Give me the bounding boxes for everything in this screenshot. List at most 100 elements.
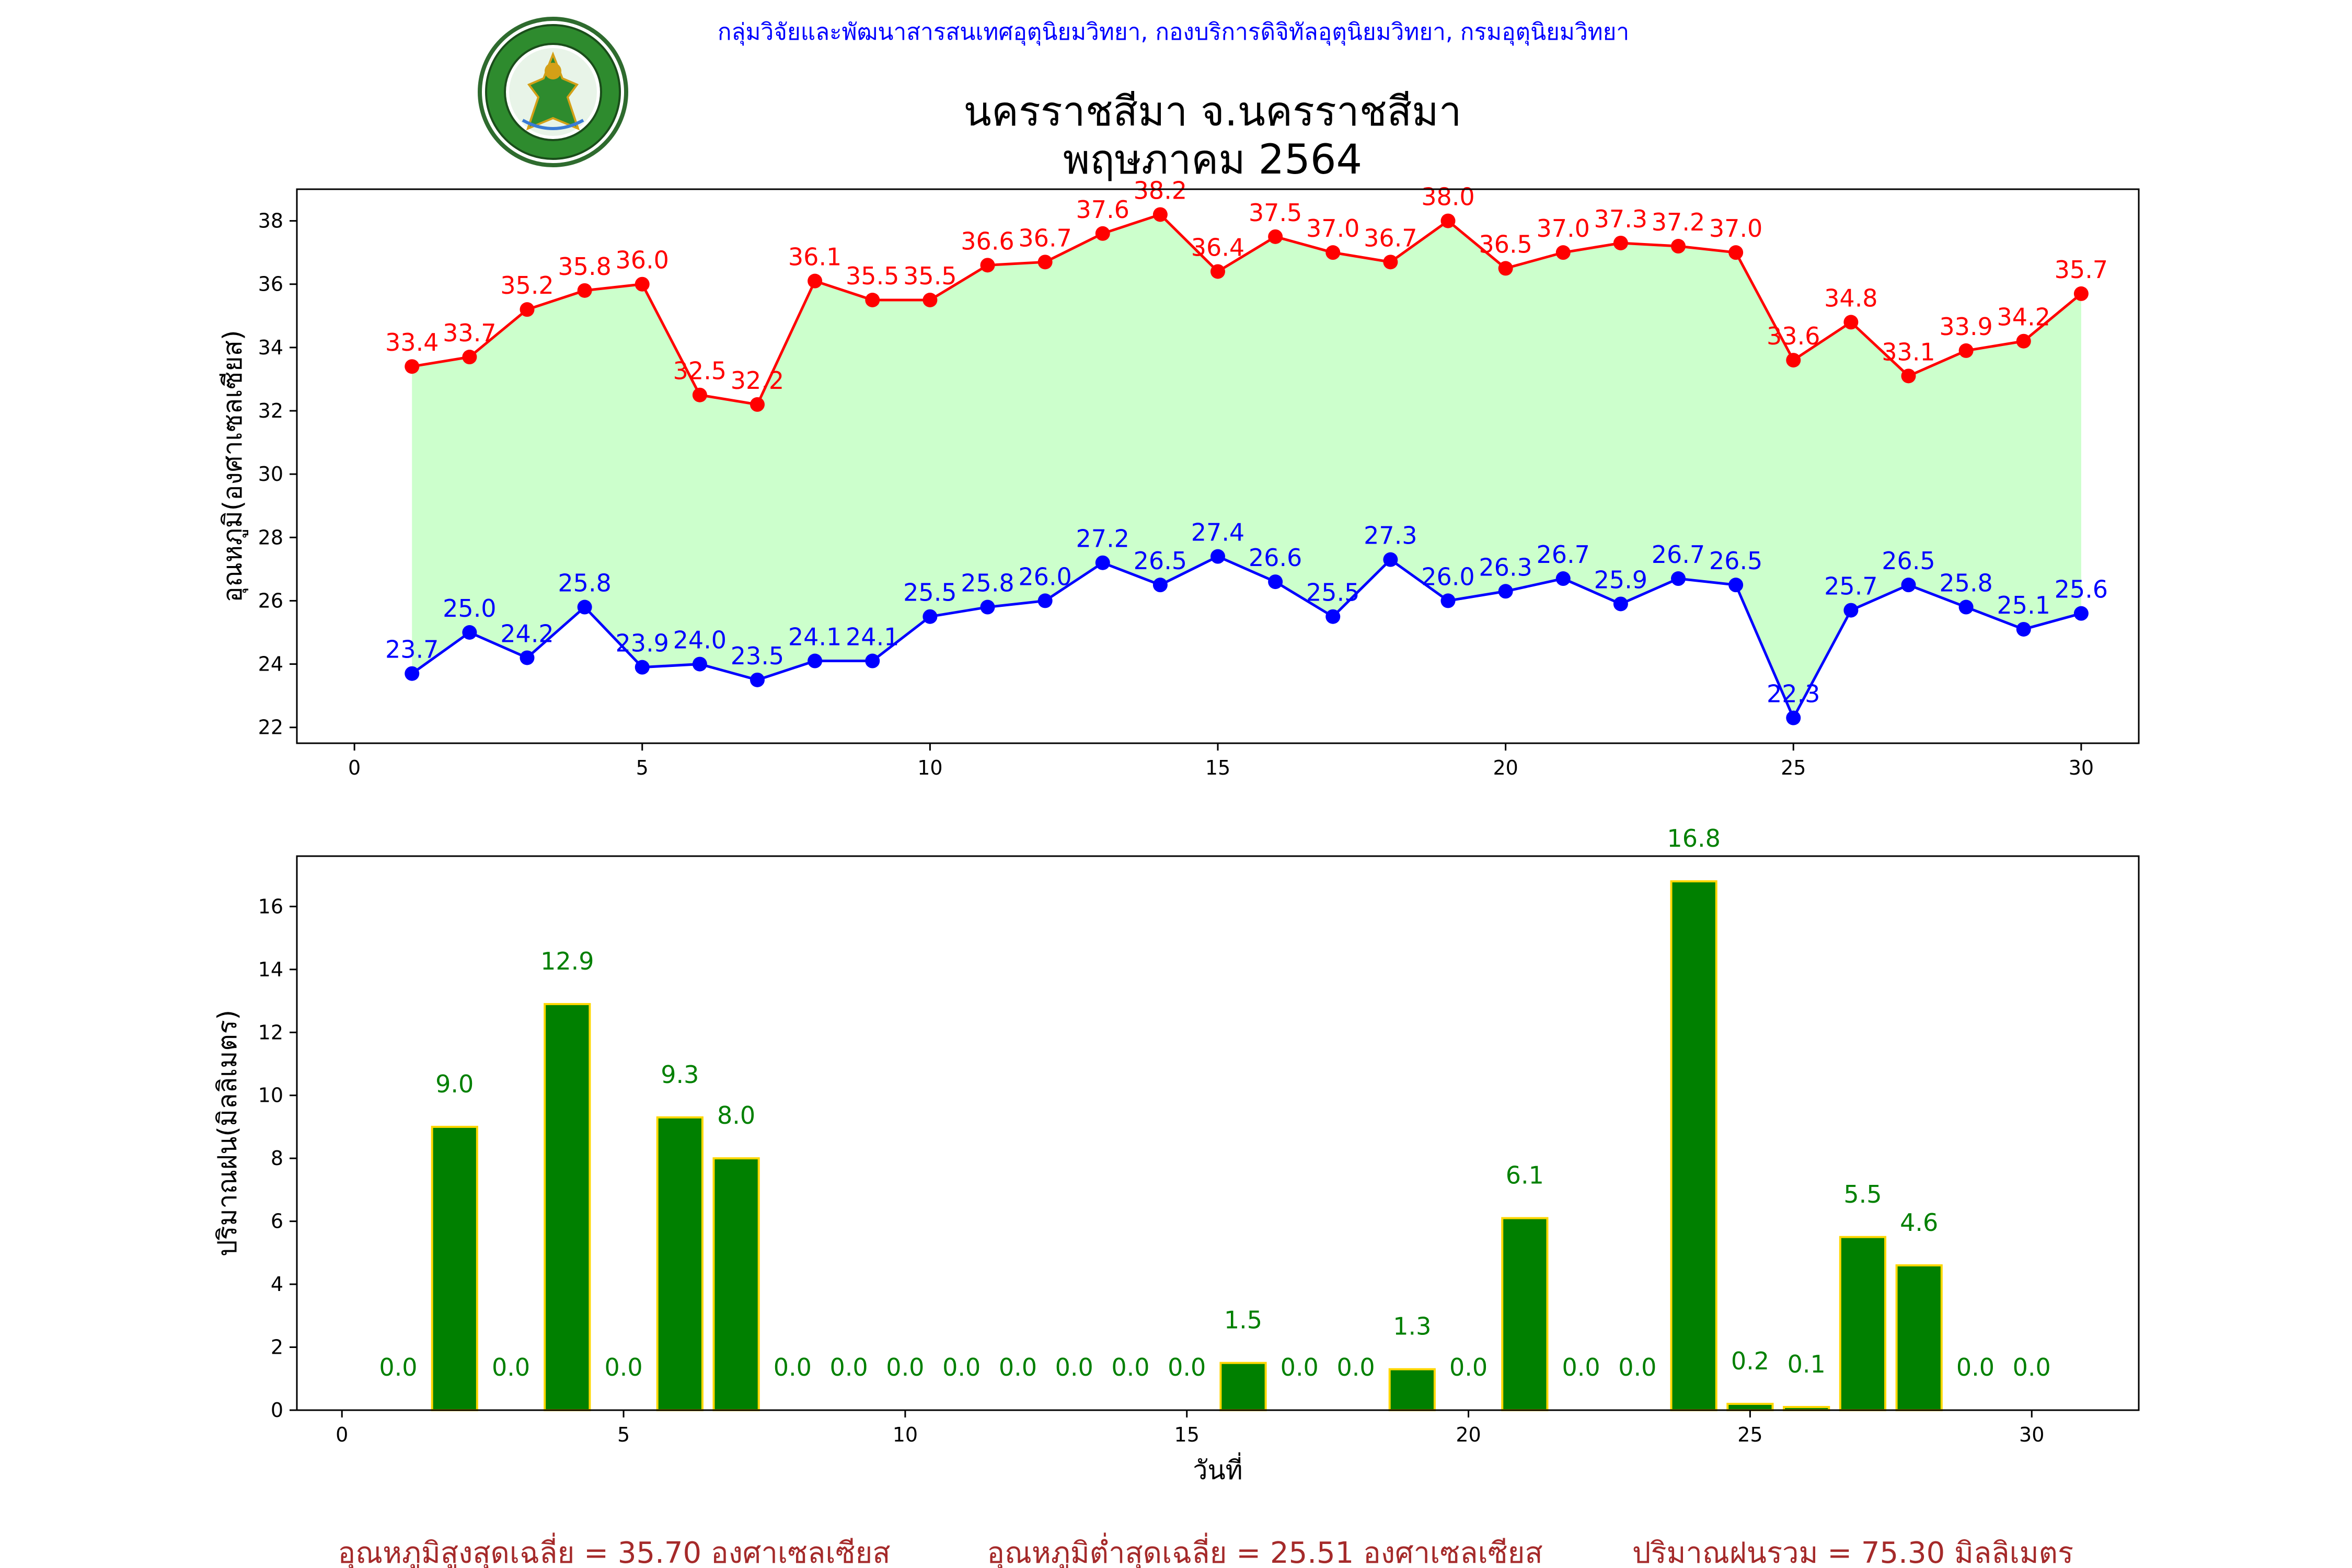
min-temperature-label: 26.0 bbox=[1421, 562, 1474, 591]
rainfall-bar bbox=[1501, 1217, 1549, 1411]
min-temperature-point bbox=[923, 609, 938, 624]
temperature-y-tick-label: 26 bbox=[258, 589, 283, 612]
max-temperature-label: 32.5 bbox=[673, 357, 727, 385]
temperature-y-tick-label: 24 bbox=[258, 653, 283, 676]
max-temperature-point bbox=[2016, 333, 2031, 349]
max-temperature-label: 33.7 bbox=[443, 319, 496, 347]
max-temperature-label: 36.7 bbox=[1018, 224, 1071, 252]
max-temperature-label: 37.2 bbox=[1652, 208, 1705, 236]
min-temperature-point bbox=[1786, 710, 1801, 725]
min-temperature-point bbox=[405, 666, 420, 681]
rainfall-bar bbox=[1388, 1368, 1436, 1412]
max-temperature-label: 38.2 bbox=[1134, 176, 1187, 204]
rainfall-bar-label: 5.5 bbox=[1843, 1180, 1882, 1208]
min-temperature-label: 26.3 bbox=[1479, 553, 1532, 581]
min-temperature-point bbox=[1383, 552, 1398, 567]
max-temperature-label: 33.4 bbox=[385, 328, 439, 356]
rainfall-bar bbox=[656, 1116, 704, 1412]
max-temperature-label: 36.5 bbox=[1479, 230, 1532, 258]
min-temperature-label: 25.8 bbox=[558, 569, 611, 597]
max-temperature-point bbox=[980, 258, 995, 273]
max-temperature-label: 37.5 bbox=[1249, 199, 1302, 227]
max-temperature-label: 35.2 bbox=[500, 271, 554, 299]
max-temperature-point bbox=[1095, 226, 1110, 241]
min-temperature-label: 26.5 bbox=[1882, 547, 1935, 575]
max-temperature-label: 37.6 bbox=[1076, 195, 1129, 224]
min-temperature-point bbox=[1843, 603, 1859, 618]
min-temperature-label: 26.6 bbox=[1249, 544, 1302, 572]
rainfall-bar-label: 0.0 bbox=[1956, 1353, 1994, 1381]
min-temperature-label: 25.8 bbox=[961, 569, 1014, 597]
rainfall-bar-label: 16.8 bbox=[1667, 824, 1720, 852]
rainfall-x-tick-label: 30 bbox=[2019, 1423, 2044, 1446]
temperature-y-tick-label: 34 bbox=[258, 336, 283, 359]
meteorological-department-logo bbox=[478, 17, 628, 167]
max-temperature-point bbox=[1728, 245, 1744, 260]
max-temperature-label: 34.8 bbox=[1824, 284, 1877, 312]
min-temperature-point bbox=[980, 599, 995, 615]
rainfall-bar bbox=[1839, 1236, 1887, 1411]
rainfall-bar-label: 0.0 bbox=[999, 1353, 1037, 1381]
max-temperature-point bbox=[635, 276, 650, 292]
rainfall-y-tick-label: 8 bbox=[271, 1147, 283, 1170]
summary-avg-min: อุณหภูมิต่ำสุดเฉลี่ย = 25.51 องศาเซลเซีย… bbox=[987, 1532, 1542, 1568]
rainfall-x-tick-label: 20 bbox=[1456, 1423, 1481, 1446]
temperature-x-tick-label: 25 bbox=[1781, 756, 1806, 779]
min-temperature-label: 23.5 bbox=[731, 642, 784, 670]
min-temperature-point bbox=[750, 672, 765, 687]
min-temperature-point bbox=[462, 625, 477, 640]
rainfall-y-tick-label: 10 bbox=[258, 1084, 283, 1107]
max-temperature-label: 36.1 bbox=[788, 243, 841, 271]
rainfall-x-tick-label: 0 bbox=[336, 1423, 348, 1446]
rainfall-bar bbox=[431, 1125, 478, 1412]
rainfall-axis-ticks: 0 5 10 15 20 25 30 0 2 4 6 8 10 12 14 16 bbox=[258, 895, 2045, 1446]
rainfall-bars bbox=[431, 880, 1943, 1412]
max-temperature-point bbox=[692, 387, 707, 402]
min-temperature-point bbox=[635, 660, 650, 675]
min-temperature-label: 27.2 bbox=[1076, 525, 1129, 553]
max-temperature-label: 36.4 bbox=[1191, 233, 1244, 261]
min-temperature-point bbox=[1901, 578, 1916, 593]
max-temperature-label: 37.0 bbox=[1709, 214, 1762, 243]
temperature-y-tick-label: 32 bbox=[258, 399, 283, 422]
rainfall-bar-label: 1.3 bbox=[1393, 1312, 1431, 1341]
max-temperature-label: 32.2 bbox=[731, 366, 784, 395]
max-temperature-label: 36.6 bbox=[961, 227, 1014, 255]
min-temperature-label: 25.5 bbox=[1306, 579, 1359, 607]
min-temperature-label: 24.2 bbox=[500, 619, 554, 648]
min-temperature-point bbox=[520, 650, 535, 665]
min-temperature-point bbox=[577, 599, 592, 615]
min-temperature-point bbox=[1210, 549, 1225, 564]
min-temperature-point bbox=[808, 653, 823, 668]
rainfall-y-tick-label: 12 bbox=[258, 1021, 283, 1044]
min-temperature-label: 26.7 bbox=[1652, 540, 1705, 569]
temperature-y-tick-label: 36 bbox=[258, 273, 283, 296]
rainfall-bar-label: 0.0 bbox=[1111, 1353, 1149, 1381]
rainfall-bar-label: 0.2 bbox=[1731, 1347, 1769, 1375]
min-temperature-point bbox=[2016, 621, 2031, 637]
min-temperature-label: 24.1 bbox=[846, 623, 899, 651]
temperature-data-labels: 33.4 33.735.235.8 36.032.5 32.236.135.5 35.5… bbox=[385, 176, 2108, 708]
chart-title-month: พฤษภาคม 2564 bbox=[1063, 136, 1362, 183]
rainfall-bar-label: 0.0 bbox=[1168, 1353, 1206, 1381]
max-temperature-label: 34.2 bbox=[1997, 303, 2050, 331]
max-temperature-label: 37.0 bbox=[1537, 214, 1590, 243]
rainfall-bar-label: 0.0 bbox=[379, 1353, 417, 1381]
rainfall-bar-label: 0.0 bbox=[2013, 1353, 2051, 1381]
min-temperature-point bbox=[1152, 578, 1168, 593]
max-temperature-point bbox=[1786, 353, 1801, 368]
temperature-range-area bbox=[412, 214, 2081, 718]
rainfall-bar-label: 0.0 bbox=[1281, 1353, 1319, 1381]
rainfall-y-tick-label: 4 bbox=[271, 1273, 283, 1296]
max-temperature-point bbox=[577, 283, 592, 298]
rainfall-bar-label: 0.0 bbox=[1336, 1353, 1375, 1381]
temperature-y-tick-label: 22 bbox=[258, 716, 283, 739]
min-temperature-label: 24.0 bbox=[673, 626, 727, 654]
min-temperature-label: 26.7 bbox=[1537, 540, 1590, 569]
rainfall-y-tick-label: 16 bbox=[258, 895, 283, 918]
rainfall-bar-label: 9.3 bbox=[661, 1060, 699, 1089]
max-temperature-line bbox=[411, 213, 2082, 406]
